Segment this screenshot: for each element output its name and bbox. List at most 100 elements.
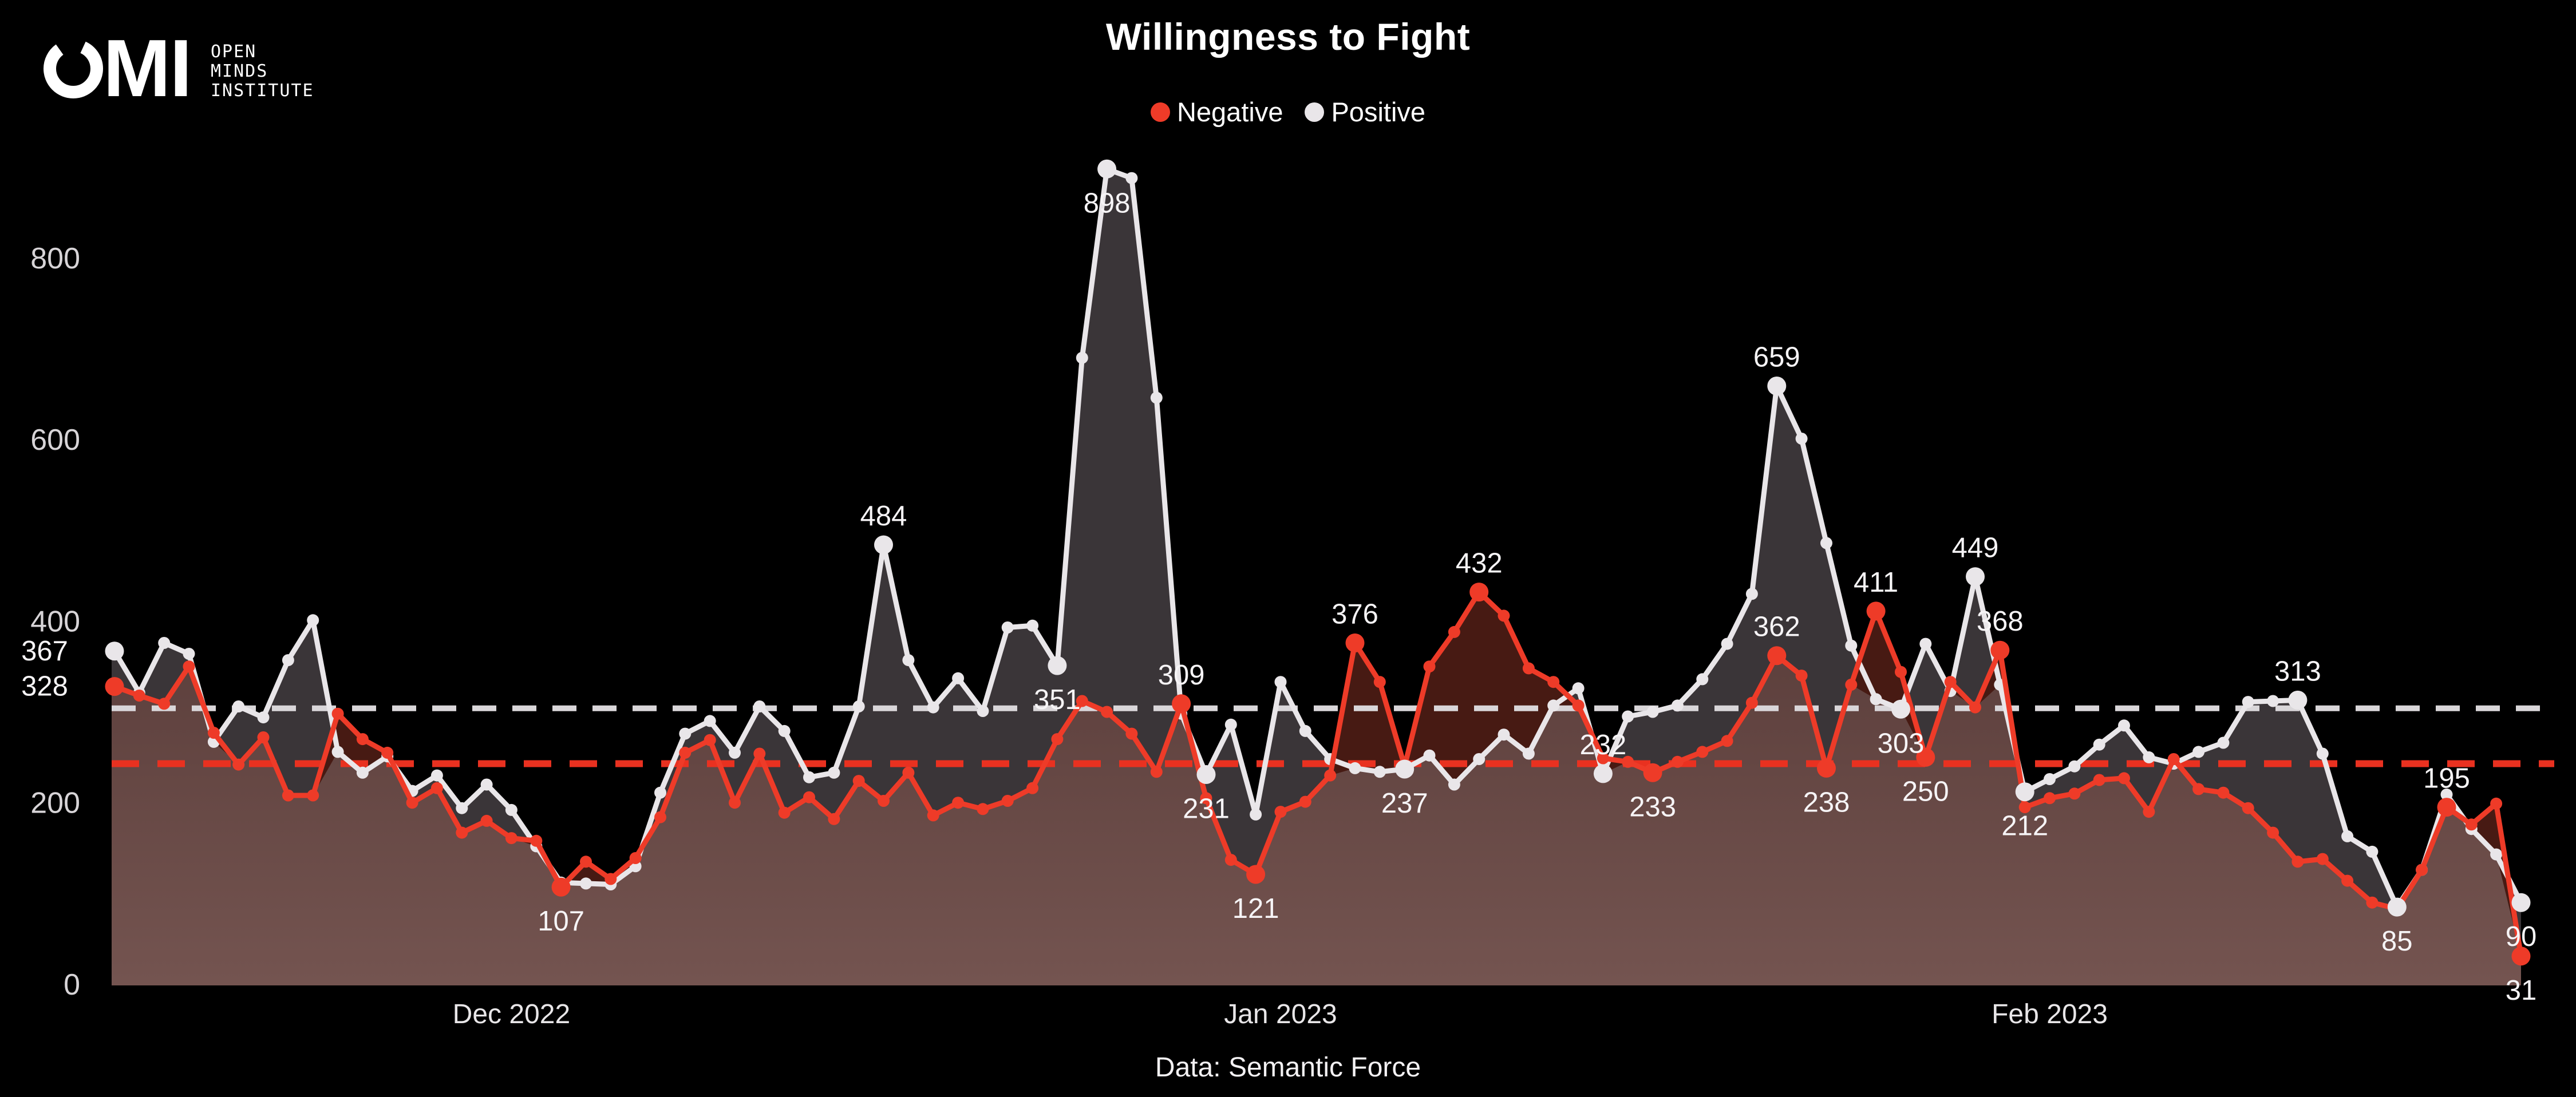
data-point-negative: [2044, 792, 2056, 805]
data-point-positive: [1001, 621, 1014, 633]
data-point-positive: [307, 614, 319, 627]
data-point-positive: [158, 637, 171, 649]
data-point-positive: [1820, 537, 1832, 549]
data-point-negative: [1547, 676, 1560, 688]
data-point-positive: [729, 746, 741, 759]
data-point-negative: [1076, 695, 1088, 707]
data-point-negative: [1795, 670, 1808, 682]
data-point-negative: [158, 698, 171, 710]
data-point-positive: [2143, 751, 2155, 763]
highlight-point-positive: [2387, 897, 2407, 917]
highlight-point-positive: [1966, 567, 1985, 587]
data-point-negative: [977, 803, 989, 815]
data-point-negative: [778, 806, 791, 819]
highlight-point-positive: [874, 535, 893, 555]
data-point-negative: [1845, 679, 1858, 691]
highlight-point-positive: [2511, 893, 2531, 912]
highlight-point-negative: [105, 677, 124, 696]
point-label-positive: 232: [1580, 730, 1627, 761]
point-label-positive: 351: [1034, 684, 1081, 715]
point-label-negative: 238: [1803, 787, 1850, 818]
highlight-point-positive: [2288, 690, 2308, 710]
data-point-negative: [1051, 733, 1064, 746]
data-point-negative: [629, 852, 642, 864]
data-point-negative: [1448, 625, 1460, 638]
data-point-negative: [207, 727, 220, 739]
x-tick-label: Feb 2023: [1992, 999, 2108, 1029]
data-point-positive: [927, 701, 939, 714]
data-point-negative: [1895, 666, 1907, 678]
data-point-positive: [654, 786, 666, 799]
data-point-negative: [2465, 818, 2478, 831]
data-point-positive: [1448, 778, 1460, 791]
highlight-point-positive: [1097, 159, 1117, 179]
y-tick-label: 0: [64, 968, 80, 1001]
chart-legend: Negative Positive: [0, 96, 2576, 128]
y-tick-label: 200: [30, 787, 80, 820]
data-point-positive: [1721, 637, 1733, 650]
data-point-positive: [580, 877, 592, 890]
data-point-positive: [1522, 747, 1535, 760]
legend-label-positive: Positive: [1331, 97, 1426, 127]
data-point-negative: [232, 758, 245, 771]
point-label-positive: 484: [860, 501, 907, 532]
highlight-point-positive: [1196, 765, 1216, 784]
data-point-positive: [704, 715, 716, 727]
data-point-positive: [2440, 788, 2453, 801]
data-point-negative: [133, 690, 145, 702]
data-point-positive: [852, 700, 865, 712]
positive-dot-icon: [1305, 102, 1325, 122]
point-label-negative: 107: [538, 906, 584, 937]
highlight-point-positive: [1593, 764, 1613, 783]
point-label-negative: 195: [2423, 763, 2470, 794]
data-point-negative: [2242, 802, 2254, 814]
data-point-negative: [927, 809, 939, 822]
point-label-negative: 31: [2506, 975, 2537, 1006]
data-point-negative: [1101, 706, 1113, 718]
data-point-negative: [1745, 696, 1758, 709]
point-label-positive: 659: [1753, 342, 1800, 373]
data-point-positive: [778, 724, 791, 737]
data-point-negative: [1696, 746, 1709, 758]
data-point-positive: [1125, 172, 1138, 184]
data-point-negative: [282, 789, 294, 802]
data-point-positive: [1473, 753, 1485, 765]
data-point-negative: [530, 834, 543, 847]
highlight-point-negative: [1916, 747, 1935, 767]
highlight-point-negative: [1990, 640, 2010, 660]
data-point-negative: [505, 832, 517, 845]
highlight-point-negative: [1866, 601, 1886, 621]
data-point-positive: [2068, 760, 2081, 773]
data-point-positive: [1076, 351, 1088, 364]
x-tick-label: Jan 2023: [1224, 999, 1337, 1029]
data-point-negative: [1001, 795, 1014, 807]
y-tick-label: 400: [30, 605, 80, 638]
data-point-negative: [2291, 856, 2304, 868]
data-point-positive: [2341, 830, 2354, 842]
point-label-negative: 432: [1456, 548, 1503, 579]
data-point-positive: [1845, 639, 1858, 652]
point-label-positive: 303: [1878, 728, 1925, 759]
data-point-negative: [1498, 609, 1510, 622]
data-point-negative: [1944, 676, 1957, 688]
data-point-negative: [1671, 755, 1684, 768]
data-point-positive: [2242, 696, 2254, 708]
data-point-positive: [183, 648, 195, 660]
legend-label-negative: Negative: [1176, 97, 1283, 127]
data-point-negative: [852, 775, 865, 787]
omi-logo: MI OPEN MINDS INSTITUTE: [44, 23, 313, 109]
data-point-positive: [1250, 808, 1262, 821]
data-point-negative: [2267, 826, 2279, 839]
highlight-point-negative: [2511, 946, 2531, 966]
data-point-negative: [878, 795, 890, 807]
data-point-positive: [1498, 728, 1510, 741]
highlight-point-negative: [551, 877, 571, 897]
point-label-positive: 313: [2274, 656, 2321, 687]
data-point-positive: [331, 746, 344, 758]
data-point-negative: [902, 766, 915, 779]
data-point-negative: [2093, 774, 2105, 786]
data-point-positive: [1274, 676, 1287, 688]
highlight-point-negative: [1172, 694, 1191, 714]
data-point-positive: [2490, 848, 2503, 861]
